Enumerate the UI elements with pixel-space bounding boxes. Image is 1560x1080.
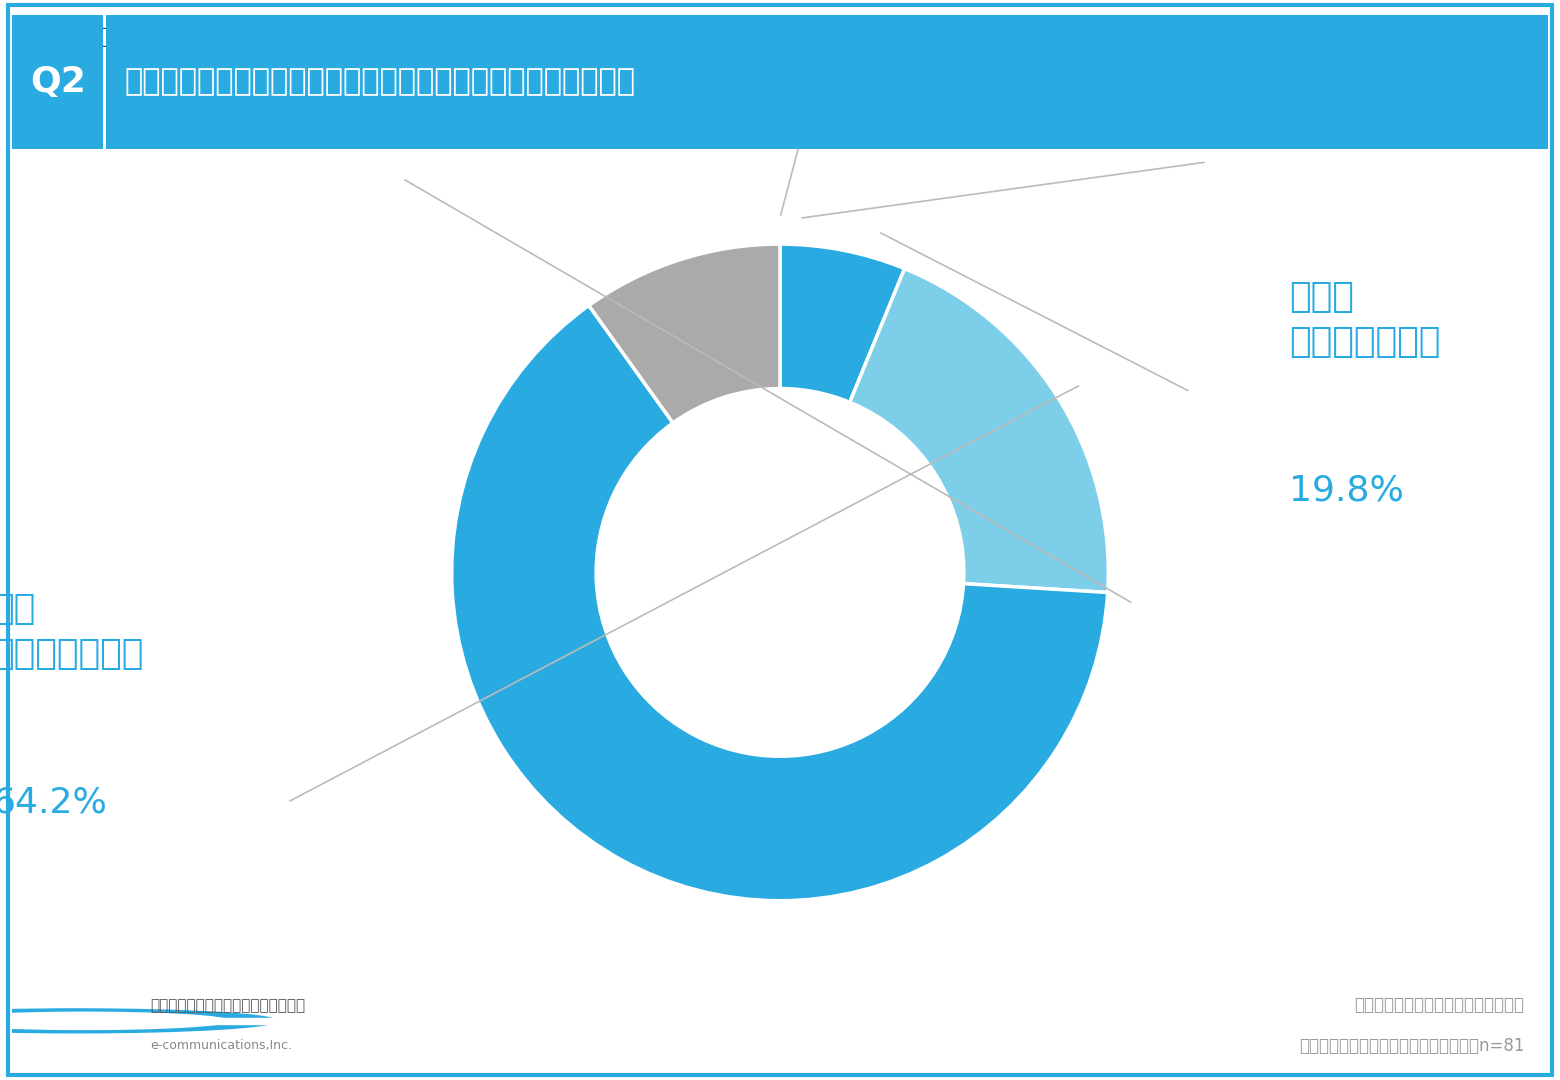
Text: 株式会社イー・コミュニケーションズ: 株式会社イー・コミュニケーションズ — [151, 998, 306, 1013]
Text: 64.2%: 64.2% — [0, 786, 108, 820]
Text: 株式会社イー・コミュニケーションズ: 株式会社イー・コミュニケーションズ — [1354, 996, 1524, 1014]
Wedge shape — [850, 269, 1108, 593]
Text: 19.8%: 19.8% — [1289, 474, 1404, 508]
Text: あまり
検討していない: あまり 検討していない — [1289, 280, 1440, 359]
Circle shape — [0, 1012, 228, 1029]
Text: オンライン試験導入に関する意識調査｜n=81: オンライン試験導入に関する意識調査｜n=81 — [1299, 1037, 1524, 1055]
Text: わからない/答えられない: わからない/答えられない — [100, 27, 254, 48]
Text: やや検討している: やや検討している — [1321, 27, 1429, 48]
Wedge shape — [452, 306, 1108, 901]
Circle shape — [0, 1009, 276, 1032]
Bar — [84, 1017, 304, 1024]
Text: 6.2%: 6.2% — [1321, 112, 1377, 133]
Text: Q2: Q2 — [30, 65, 86, 99]
Text: 全く
検討していない: 全く 検討していない — [0, 592, 144, 671]
Text: e-communications,Inc.: e-communications,Inc. — [151, 1039, 293, 1052]
Text: 9.9%: 9.9% — [198, 112, 254, 133]
Wedge shape — [588, 244, 780, 423]
Wedge shape — [780, 244, 905, 402]
Text: 学内試験においてオンライン試験の導入を検討していますか。: 学内試験においてオンライン試験の導入を検討していますか。 — [125, 68, 636, 96]
